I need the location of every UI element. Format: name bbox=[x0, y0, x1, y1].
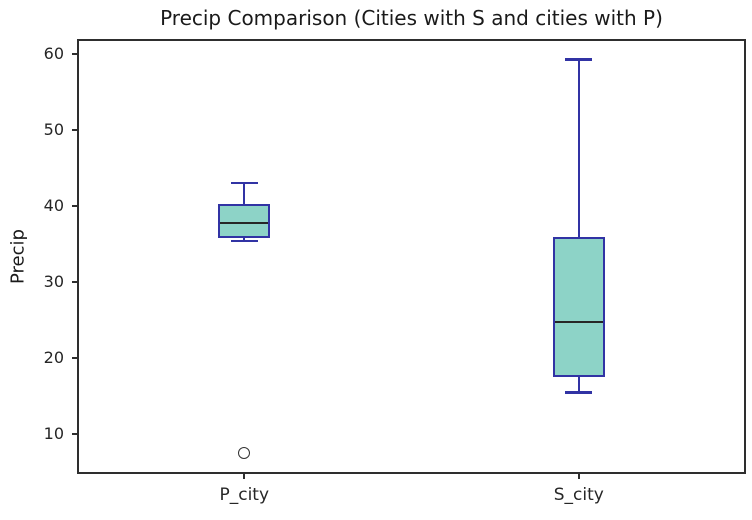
cap-lower bbox=[565, 391, 593, 394]
y-tick-mark bbox=[72, 205, 77, 208]
whisker-lower bbox=[577, 377, 580, 393]
median-line-P_city bbox=[220, 221, 269, 225]
y-tick-mark bbox=[72, 281, 77, 284]
chart-title: Precip Comparison (Cities with S and cit… bbox=[160, 6, 663, 30]
boxplot-box-P_city bbox=[218, 204, 271, 239]
y-tick-mark bbox=[72, 433, 77, 436]
x-tick-label-P_city: P_city bbox=[219, 485, 270, 505]
whisker-lower bbox=[243, 238, 246, 242]
median-line-S_city bbox=[554, 320, 603, 324]
y-axis-label: Precip bbox=[7, 229, 29, 284]
boxplot-box-S_city bbox=[552, 237, 605, 378]
cap-lower bbox=[230, 240, 258, 243]
y-tick-label: 20 bbox=[43, 348, 64, 368]
y-tick-label: 40 bbox=[43, 196, 64, 216]
y-tick-mark bbox=[72, 357, 77, 360]
outlier-point-P_city bbox=[238, 446, 251, 459]
y-tick-mark bbox=[72, 53, 77, 56]
y-tick-label: 60 bbox=[43, 44, 64, 64]
x-tick-label-S_city: S_city bbox=[553, 485, 604, 505]
whisker-upper bbox=[577, 59, 580, 238]
y-tick-label: 50 bbox=[43, 120, 64, 140]
x-tick-mark bbox=[243, 474, 246, 479]
whisker-upper bbox=[243, 182, 246, 204]
cap-upper bbox=[230, 181, 258, 184]
x-tick-mark bbox=[577, 474, 580, 479]
y-tick-mark bbox=[72, 129, 77, 132]
cap-upper bbox=[565, 58, 593, 61]
y-tick-label: 10 bbox=[43, 424, 64, 444]
plot-area bbox=[77, 39, 746, 474]
y-tick-label: 30 bbox=[43, 272, 64, 292]
